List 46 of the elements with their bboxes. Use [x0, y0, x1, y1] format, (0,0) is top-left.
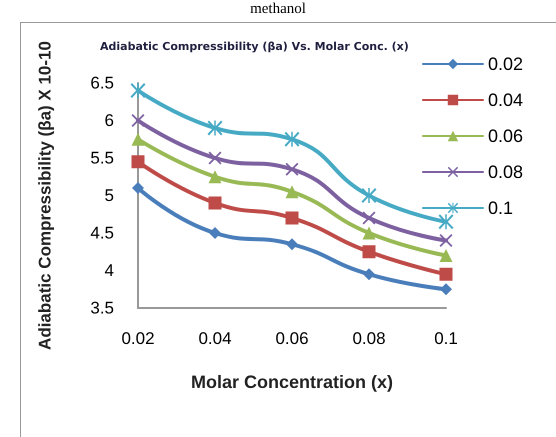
legend-label: 0.02	[488, 54, 524, 74]
y-tick-label: 6.5	[90, 74, 114, 92]
y-tick-label: 5.5	[90, 148, 114, 168]
point	[438, 214, 454, 230]
point	[286, 212, 298, 224]
point	[286, 185, 298, 198]
point	[440, 234, 452, 247]
y-axis-title: Adiabatic Compressibility (βa) X 10-10	[36, 41, 54, 350]
point	[440, 268, 452, 281]
point	[130, 83, 146, 98]
legend-label: 0.04	[488, 90, 524, 110]
point	[132, 155, 144, 168]
point	[286, 162, 298, 176]
x-axis-title: Molar Concentration (x)	[190, 372, 394, 392]
y-tick-label: 3.5	[90, 298, 114, 318]
point	[362, 188, 376, 203]
point	[440, 283, 452, 296]
point	[362, 212, 376, 224]
legend-label: 0.1	[488, 198, 513, 218]
legend-label: 0.08	[488, 162, 524, 182]
point	[362, 226, 376, 240]
point	[132, 132, 144, 146]
point	[284, 132, 300, 147]
x-tick-label: 0.08	[352, 329, 386, 348]
point	[208, 170, 222, 184]
legend-label: 0.06	[488, 126, 524, 146]
point	[208, 120, 222, 136]
chart-title: Adiabatic Compressibility (βa) Vs. Molar Conc. (x)	[100, 40, 409, 53]
point	[132, 182, 144, 194]
point	[208, 152, 222, 164]
x-tick-label: 0.04	[198, 329, 232, 348]
x-tick-label: 0.06	[275, 329, 309, 348]
text: methanol	[249, 0, 307, 18]
point	[362, 245, 376, 258]
point	[208, 196, 222, 210]
y-tick-label: 4	[104, 261, 114, 280]
x-tick-label: 0.02	[121, 329, 155, 348]
point	[286, 238, 298, 250]
x-tick-label: 0.1	[434, 329, 458, 348]
point	[363, 268, 375, 280]
point	[440, 249, 452, 262]
point	[132, 114, 144, 127]
y-tick-label: 4.5	[90, 224, 114, 242]
y-tick-label: 5	[104, 186, 114, 205]
y-tick-label: 6	[104, 111, 114, 130]
point	[209, 227, 221, 239]
